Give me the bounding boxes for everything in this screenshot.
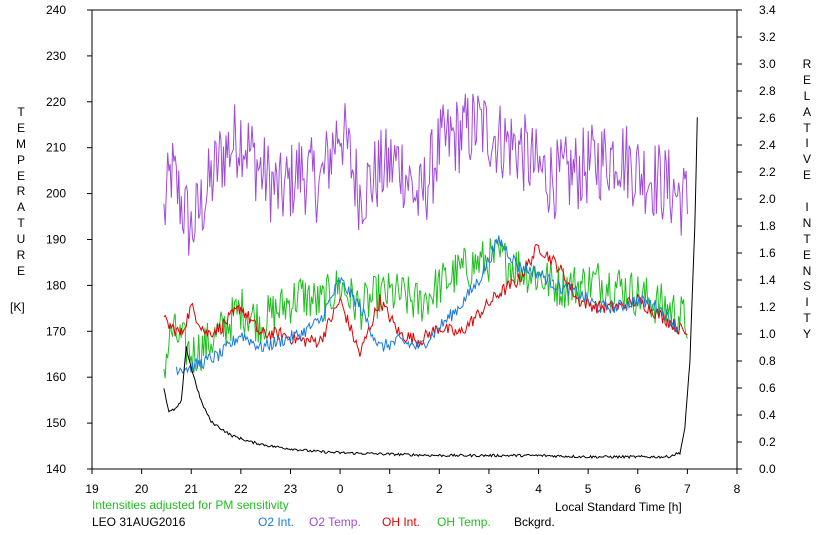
x-tick-label: 5 <box>585 482 592 496</box>
y-right-tick-label: 0.4 <box>759 408 776 422</box>
x-tick-label: 4 <box>535 482 542 496</box>
y-right-tick-label: 0.0 <box>759 462 776 476</box>
x-tick-label: 22 <box>234 482 248 496</box>
y-right-tick-label: 2.8 <box>759 84 776 98</box>
y-right-tick-label: 2.2 <box>759 165 776 179</box>
y-left-tick-label: 190 <box>46 233 66 247</box>
y-left-tick-label: 240 <box>46 3 66 17</box>
y-right-tick-label: 3.4 <box>759 3 776 17</box>
axes <box>87 9 742 474</box>
x-tick-label: 1 <box>386 482 393 496</box>
x-tick-label: 3 <box>486 482 493 496</box>
x-tick-label: 6 <box>634 482 641 496</box>
x-tick-label: 20 <box>135 482 149 496</box>
note-text: Intensities adjusted for PM sensitivity <box>92 498 289 512</box>
y-right-tick-label: 3.2 <box>759 30 776 44</box>
x-tick-label: 8 <box>734 482 741 496</box>
y-right-tick-label: 1.8 <box>759 219 776 233</box>
legend-bckgrd: Bckgrd. <box>514 515 555 529</box>
series-o2_temp <box>163 93 688 256</box>
y-axis-unit-left: [K] <box>10 300 25 314</box>
y-right-tick-label: 0.8 <box>759 354 776 368</box>
y-left-tick-label: 180 <box>46 278 66 292</box>
y-left-tick-label: 210 <box>46 141 66 155</box>
y-right-tick-label: 1.0 <box>759 327 776 341</box>
series-oh_temp <box>163 238 688 379</box>
y-right-tick-label: 2.6 <box>759 111 776 125</box>
y-left-tick-label: 170 <box>46 324 66 338</box>
y-right-tick-label: 0.6 <box>759 381 776 395</box>
x-tick-label: 7 <box>684 482 691 496</box>
x-tick-label: 2 <box>436 482 443 496</box>
tick-labels: 19 20 21 22 23 0 1 2 3 4 5 6 7 8240230220210200190180… <box>46 3 776 496</box>
legend-oh-temp: OH Temp. <box>437 515 491 529</box>
legend-o2-temp: O2 Temp. <box>309 515 361 529</box>
legend-oh-int: OH Int. <box>382 515 421 529</box>
series-bckgrd <box>163 117 698 460</box>
x-axis-label: Local Standard Time [h] <box>555 500 682 514</box>
x-tick-label: 21 <box>185 482 199 496</box>
y-left-tick-label: 230 <box>46 49 66 63</box>
station-label: LEO 31AUG2016 <box>92 515 186 529</box>
y-left-tick-label: 200 <box>46 187 66 201</box>
x-tick-label: 19 <box>85 482 99 496</box>
series-o2_int <box>175 235 678 376</box>
y-right-tick-label: 2.4 <box>759 138 776 152</box>
series-layer <box>163 93 698 460</box>
series-oh_int <box>163 243 688 357</box>
y-right-tick-label: 1.2 <box>759 300 776 314</box>
x-tick-label: 23 <box>284 482 298 496</box>
x-tick-label: 0 <box>337 482 344 496</box>
y-right-tick-label: 1.4 <box>759 273 776 287</box>
legend-o2-int: O2 Int. <box>258 515 295 529</box>
y-left-tick-label: 140 <box>46 462 66 476</box>
y-left-tick-label: 220 <box>46 95 66 109</box>
y-left-tick-label: 160 <box>46 370 66 384</box>
y-right-tick-label: 2.0 <box>759 192 776 206</box>
y-right-tick-label: 3.0 <box>759 57 776 71</box>
y-right-tick-label: 1.6 <box>759 246 776 260</box>
y-right-tick-label: 0.2 <box>759 435 776 449</box>
y-left-tick-label: 150 <box>46 416 66 430</box>
